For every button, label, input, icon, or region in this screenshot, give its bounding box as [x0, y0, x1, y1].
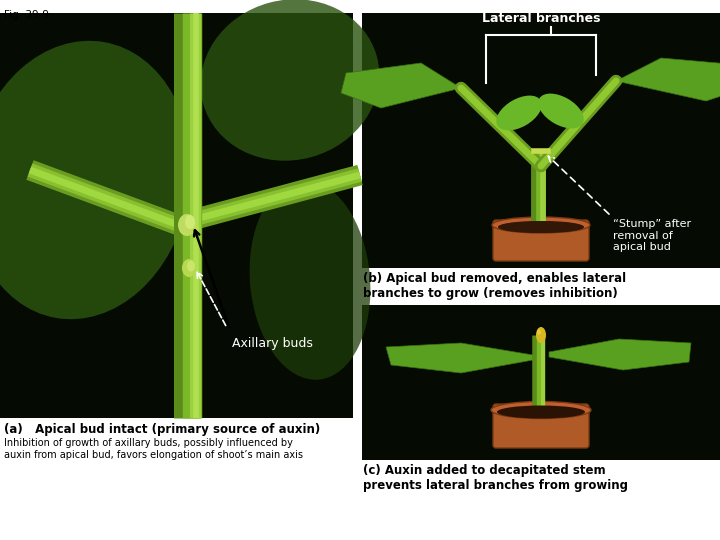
Ellipse shape	[185, 215, 195, 229]
Ellipse shape	[187, 260, 195, 272]
Text: Lateral branches: Lateral branches	[482, 12, 600, 25]
Text: Axillary buds: Axillary buds	[232, 337, 313, 350]
Ellipse shape	[178, 214, 196, 236]
Polygon shape	[341, 63, 461, 108]
Text: (b) Apical bud removed, enables lateral
branches to grow (removes inhibition): (b) Apical bud removed, enables lateral …	[363, 272, 626, 300]
Ellipse shape	[536, 327, 546, 343]
Ellipse shape	[498, 221, 584, 233]
Ellipse shape	[201, 0, 379, 161]
Text: (c) Auxin added to decapitated stem
prevents lateral branches from growing: (c) Auxin added to decapitated stem prev…	[363, 464, 628, 492]
Ellipse shape	[492, 217, 590, 233]
Ellipse shape	[491, 402, 591, 418]
Ellipse shape	[539, 93, 584, 129]
Polygon shape	[386, 343, 533, 373]
Text: Inhibition of growth of axillary buds, possibly influenced by
auxin from apical : Inhibition of growth of axillary buds, p…	[4, 438, 303, 460]
Text: “Stump” after
removal of
apical bud: “Stump” after removal of apical bud	[613, 219, 691, 252]
Ellipse shape	[496, 96, 541, 131]
Text: Fig. 39-9: Fig. 39-9	[4, 10, 49, 20]
Polygon shape	[549, 339, 691, 370]
Ellipse shape	[497, 406, 585, 419]
Ellipse shape	[250, 180, 370, 380]
Text: (a)   Apical bud intact (primary source of auxin): (a) Apical bud intact (primary source of…	[4, 423, 320, 436]
Ellipse shape	[0, 41, 191, 319]
FancyBboxPatch shape	[493, 220, 589, 261]
Ellipse shape	[182, 259, 196, 277]
FancyBboxPatch shape	[493, 404, 589, 448]
Ellipse shape	[498, 221, 584, 233]
Polygon shape	[616, 58, 720, 101]
Ellipse shape	[537, 329, 541, 334]
